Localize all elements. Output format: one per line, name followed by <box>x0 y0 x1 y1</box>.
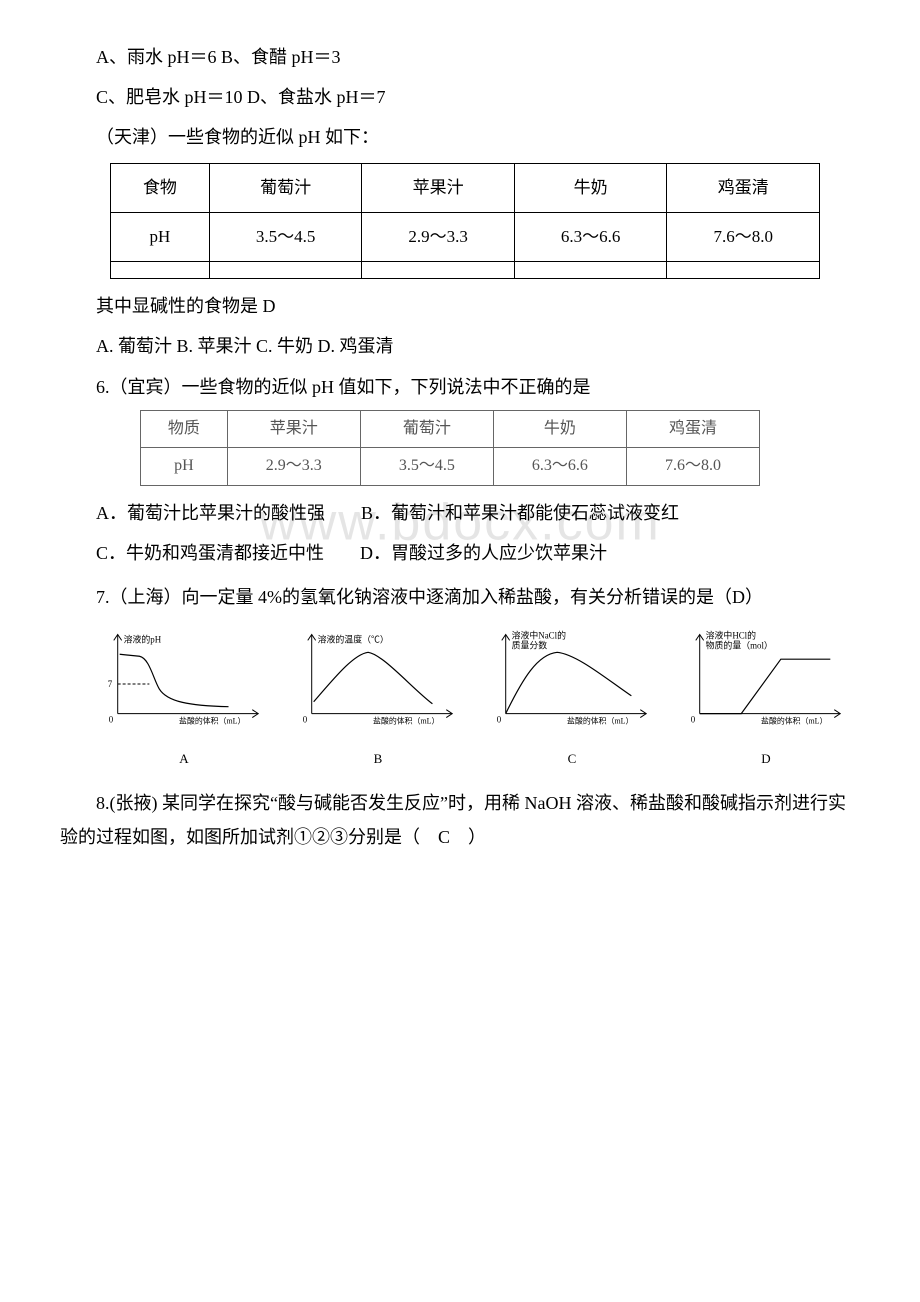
chart-tag: A <box>90 747 278 772</box>
cell <box>514 262 667 279</box>
chart-d: 溶液中HCl的 物质的量（mol） 0 盐酸的体积（mL） D <box>672 624 860 772</box>
q7-stem: 7.（上海）向一定量 4%的氢氧化钠溶液中逐滴加入稀盐酸，有关分析错误的是（D） <box>60 580 860 614</box>
cell: 牛奶 <box>514 163 667 212</box>
chart-tag: D <box>672 747 860 772</box>
ylabel2: 物质的量（mol） <box>706 639 773 650</box>
zero-label: 0 <box>691 715 696 725</box>
table-row: 食物 葡萄汁 苹果汁 牛奶 鸡蛋清 <box>111 163 820 212</box>
ylabel: 溶液的pH <box>124 633 162 644</box>
option-line-ab: A、雨水 pH＝6 B、食醋 pH＝3 <box>60 40 860 74</box>
table-row: pH 2.9～3.3 3.5～4.5 6.3～6.6 7.6～8.0 <box>141 448 760 485</box>
chart-b: 溶液的温度（℃） 0 盐酸的体积（mL） B <box>284 624 472 772</box>
cell: pH <box>111 212 210 261</box>
food-ph-table-2: 物质 苹果汁 葡萄汁 牛奶 鸡蛋清 pH 2.9～3.3 3.5～4.5 6.3… <box>140 410 760 486</box>
q6-stem: 6.（宜宾）一些食物的近似 pH 值如下，下列说法中不正确的是 <box>60 370 860 404</box>
xlabel: 盐酸的体积（mL） <box>373 716 439 726</box>
ylabel: 溶液的温度（℃） <box>318 633 389 644</box>
table-row: 物质 苹果汁 葡萄汁 牛奶 鸡蛋清 <box>141 410 760 447</box>
q6-options-ab: A．葡萄汁比苹果汁的酸性强 B．葡萄汁和苹果汁都能使石蕊试液变红 <box>60 496 860 530</box>
chart-tag: C <box>478 747 666 772</box>
zero-label: 0 <box>497 715 502 725</box>
table-row: pH 3.5～4.5 2.9～3.3 6.3～6.6 7.6～8.0 <box>111 212 820 261</box>
chart-c: 溶液中NaCl的 质量分数 0 盐酸的体积（mL） C <box>478 624 666 772</box>
cell: 牛奶 <box>493 410 626 447</box>
cell <box>111 262 210 279</box>
ylabel2: 质量分数 <box>512 639 548 650</box>
chart-tag: B <box>284 747 472 772</box>
ylabel1: 溶液中HCl的 <box>706 629 756 640</box>
option-line-cd: C、肥皂水 pH＝10 D、食盐水 pH＝7 <box>60 80 860 114</box>
cell: 物质 <box>141 410 228 447</box>
cell: 2.9～3.3 <box>362 212 515 261</box>
cell: 鸡蛋清 <box>626 410 759 447</box>
zero-label: 0 <box>303 715 308 725</box>
tianjin-stem: （天津）一些食物的近似 pH 如下： <box>60 120 860 154</box>
food-ph-table-1: 食物 葡萄汁 苹果汁 牛奶 鸡蛋清 pH 3.5～4.5 2.9～3.3 6.3… <box>110 163 820 280</box>
zero-label: 0 <box>109 715 114 725</box>
cell: 葡萄汁 <box>360 410 493 447</box>
cell: 7.6～8.0 <box>626 448 759 485</box>
cell: 7.6～8.0 <box>667 212 820 261</box>
tianjin-options: A. 葡萄汁 B. 苹果汁 C. 牛奶 D. 鸡蛋清 <box>60 329 860 363</box>
cell: 葡萄汁 <box>209 163 362 212</box>
cell: 2.9～3.3 <box>227 448 360 485</box>
table-row <box>111 262 820 279</box>
chart-a: 溶液的pH 7 0 盐酸的体积（mL） A <box>90 624 278 772</box>
cell: 苹果汁 <box>227 410 360 447</box>
xlabel: 盐酸的体积（mL） <box>179 716 245 726</box>
tianjin-answer: 其中显碱性的食物是 D <box>60 289 860 323</box>
q6-options-cd: C．牛奶和鸡蛋清都接近中性 D．胃酸过多的人应少饮苹果汁 <box>60 536 860 570</box>
cell: 苹果汁 <box>362 163 515 212</box>
cell: 3.5～4.5 <box>360 448 493 485</box>
q8-stem: 8.(张掖) 某同学在探究“酸与碱能否发生反应”时，用稀 NaOH 溶液、稀盐酸… <box>60 786 860 854</box>
cell: 食物 <box>111 163 210 212</box>
cell: 3.5～4.5 <box>209 212 362 261</box>
cell: 6.3～6.6 <box>514 212 667 261</box>
cell: pH <box>141 448 228 485</box>
xlabel: 盐酸的体积（mL） <box>761 716 827 726</box>
ylabel1: 溶液中NaCl的 <box>512 629 566 640</box>
cell <box>362 262 515 279</box>
cell: 6.3～6.6 <box>493 448 626 485</box>
cell <box>209 262 362 279</box>
cell <box>667 262 820 279</box>
xlabel: 盐酸的体积（mL） <box>567 716 633 726</box>
cell: 鸡蛋清 <box>667 163 820 212</box>
chart-row: 溶液的pH 7 0 盐酸的体积（mL） A 溶液的温度（℃） 0 盐酸的体积（m… <box>90 624 860 772</box>
seven-label: 7 <box>108 679 113 689</box>
